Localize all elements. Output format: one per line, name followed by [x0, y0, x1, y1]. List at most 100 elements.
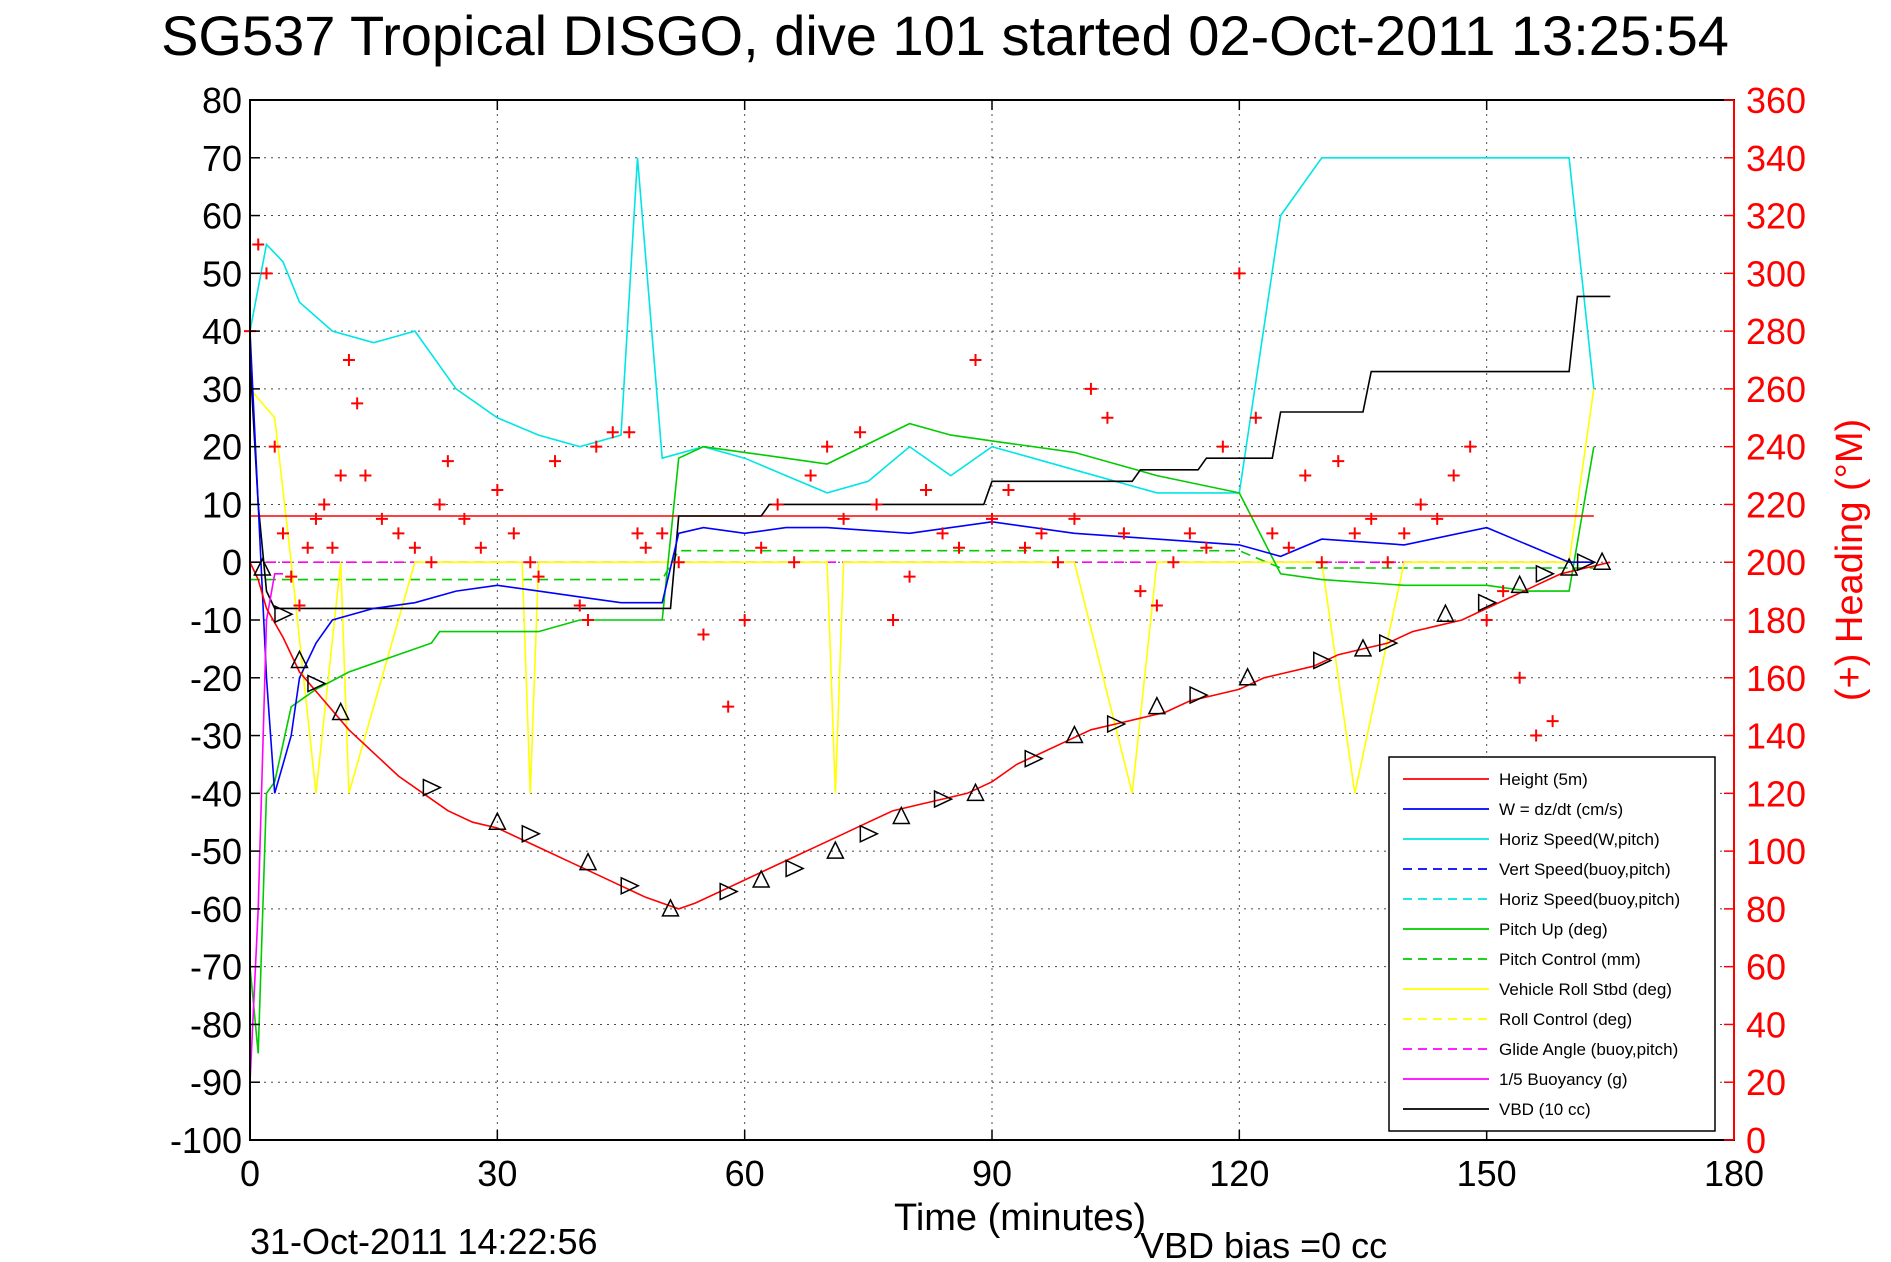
heading-point [920, 484, 933, 496]
heading-point [623, 426, 636, 439]
y-right-tick-label: 120 [1746, 773, 1806, 814]
heading-point [573, 599, 586, 612]
heading-point [1431, 512, 1444, 525]
legend-label: W = dz/dt (cm/s) [1499, 800, 1623, 819]
height-marker [1378, 633, 1399, 653]
height-marker [719, 882, 739, 901]
height-marker [1436, 603, 1455, 622]
heading-point [722, 700, 735, 713]
heading-point [1068, 512, 1081, 525]
series-heading [244, 238, 1576, 771]
heading-point [969, 354, 982, 366]
height-marker [253, 557, 272, 576]
heading-point [351, 397, 364, 410]
height-marker [1106, 714, 1127, 734]
heading-point [425, 556, 438, 569]
x-tick-label: 180 [1704, 1153, 1764, 1194]
y-right-tick-label: 260 [1746, 369, 1806, 410]
heading-point [1447, 469, 1460, 482]
heading-point [672, 556, 685, 569]
legend-label: Pitch Up (deg) [1499, 920, 1608, 939]
heading-point [953, 541, 966, 554]
heading-point [821, 440, 834, 453]
heading-point [408, 541, 421, 554]
heading-point [1200, 541, 1213, 554]
y-right-tick-label: 360 [1746, 80, 1806, 121]
heading-point [491, 484, 504, 496]
heading-point [532, 570, 545, 583]
y-left-tick-label: 30 [202, 369, 242, 410]
heading-point [433, 498, 446, 511]
series-vehicle-roll-stbd-deg [249, 388, 1595, 794]
y-left-tick-label: 50 [202, 253, 242, 294]
y-right-tick-label: 80 [1746, 889, 1786, 930]
heading-point [276, 527, 289, 540]
legend-label: Pitch Control (mm) [1499, 950, 1641, 969]
y-left-tick-label: 20 [202, 427, 242, 468]
legend-label: Vehicle Roll Stbd (deg) [1499, 980, 1672, 999]
heading-point [285, 570, 298, 583]
heading-point [1167, 556, 1180, 569]
heading-point [293, 599, 306, 612]
heading-point [1546, 715, 1559, 728]
height-marker [1238, 667, 1257, 686]
heading-point [1150, 599, 1163, 612]
heading-point [639, 541, 652, 554]
height-marker [290, 649, 309, 669]
heading-point [1101, 411, 1114, 424]
heading-point [524, 556, 537, 569]
heading-point [1233, 267, 1246, 280]
y-right-tick-label: 300 [1746, 253, 1806, 294]
heading-point [441, 455, 454, 468]
heading-point [936, 527, 949, 540]
y-right-tick-label: 60 [1746, 947, 1786, 988]
legend-label: Vert Speed(buoy,pitch) [1499, 860, 1671, 879]
heading-point [1216, 440, 1229, 453]
y-right-tick-label: 140 [1746, 716, 1806, 757]
series-vbd-10-cc [249, 295, 1611, 610]
height-marker [521, 824, 542, 843]
right-axis-label: (+) Heading (°M) [1829, 419, 1871, 701]
y-right-tick-label: 220 [1746, 484, 1806, 525]
height-marker [1147, 695, 1167, 715]
heading-point [590, 440, 603, 453]
height-marker [661, 898, 680, 917]
y-right-tick-label: 240 [1746, 427, 1806, 468]
heading-point [342, 354, 355, 366]
legend-box [1388, 756, 1716, 1132]
y-right-tick-label: 100 [1746, 831, 1806, 872]
height-marker [826, 840, 845, 859]
heading-point [1084, 382, 1097, 395]
height-marker [1189, 685, 1209, 705]
height-marker [1592, 551, 1612, 570]
heading-point [1315, 556, 1328, 569]
y-right-tick-label: 180 [1746, 600, 1806, 641]
y-right-tick-label: 20 [1746, 1062, 1786, 1103]
heading-point [755, 541, 768, 554]
heading-point [1018, 541, 1031, 554]
heading-point [1381, 556, 1394, 569]
height-marker [1559, 557, 1579, 576]
height-marker [1535, 564, 1556, 583]
x-tick-label: 90 [972, 1153, 1012, 1194]
y-right-tick-label: 40 [1746, 1004, 1786, 1045]
heading-point [326, 541, 339, 554]
heading-point [582, 614, 595, 626]
heading-point [804, 469, 817, 482]
heading-point [854, 426, 867, 439]
x-tick-label: 60 [725, 1153, 765, 1194]
y-left-tick-label: -30 [190, 716, 242, 757]
heading-point [1282, 541, 1295, 554]
height-marker [1353, 638, 1373, 657]
heading-point [1183, 527, 1196, 540]
heading-point [697, 628, 710, 641]
chart-title: SG537 Tropical DISGO, dive 101 started 0… [161, 4, 1729, 67]
height-marker [488, 811, 507, 830]
y-right-tick-label: 280 [1746, 311, 1806, 352]
legend-label: Height (5m) [1499, 770, 1588, 789]
y-left-tick-label: -70 [190, 947, 242, 988]
height-marker [1576, 553, 1597, 572]
legend-label: Horiz Speed(W,pitch) [1499, 830, 1660, 849]
x-tick-label: 0 [240, 1153, 260, 1194]
